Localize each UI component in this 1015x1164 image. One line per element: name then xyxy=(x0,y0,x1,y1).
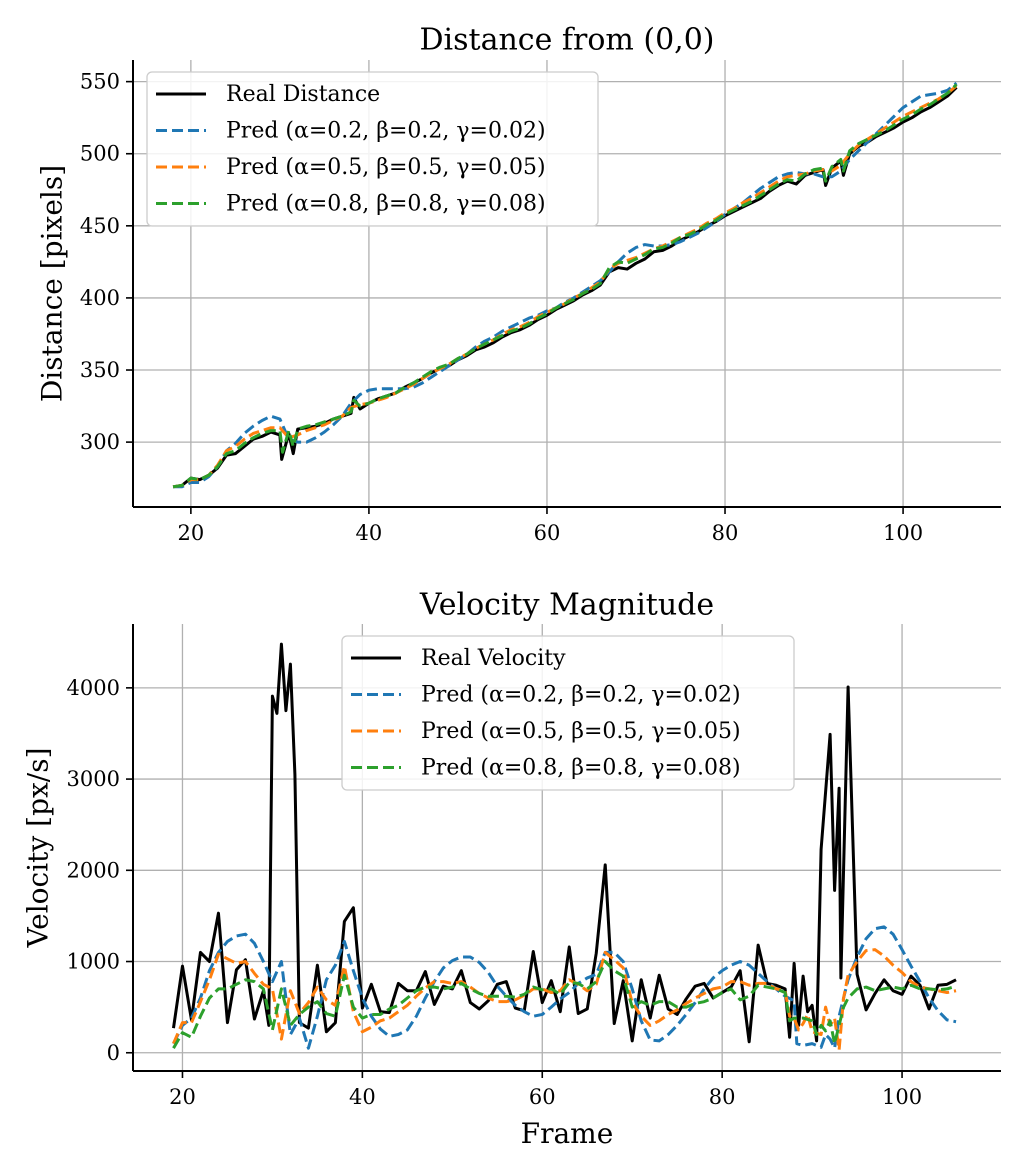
series-group xyxy=(171,642,957,1052)
legend-label-1: Pred (α=0.2, β=0.2, γ=0.02) xyxy=(421,683,741,708)
series-line-3 xyxy=(172,960,957,1049)
series-group xyxy=(172,81,958,489)
x-axis-label: Frame xyxy=(521,1117,614,1150)
x-tick-label: 100 xyxy=(882,1085,922,1109)
legend-label-0: Real Distance xyxy=(226,82,380,107)
y-tick-label: 3000 xyxy=(67,767,120,791)
x-tick-label: 20 xyxy=(169,1085,196,1109)
y-axis-label: Velocity [px/s] xyxy=(22,747,55,948)
chart-title: Velocity Magnitude xyxy=(419,588,714,623)
x-tick-label: 20 xyxy=(177,521,204,545)
y-tick-label: 550 xyxy=(80,70,120,94)
y-tick-label: 400 xyxy=(80,286,120,310)
y-tick-label: 300 xyxy=(80,430,120,454)
legend: Real Distance Pred (α=0.2, β=0.2, γ=0.02)… xyxy=(146,71,599,227)
chart-1: 20 40 60 80 100 300 350 400 450 500 550 Distance fr… xyxy=(36,23,1001,545)
x-tick-label: 80 xyxy=(709,1085,736,1109)
x-tick-label: 40 xyxy=(356,521,383,545)
legend-label-1: Pred (α=0.2, β=0.2, γ=0.02) xyxy=(226,119,546,144)
series-line-2 xyxy=(172,948,957,1052)
legend-label-3: Pred (α=0.8, β=0.8, γ=0.08) xyxy=(226,192,546,217)
y-tick-label: 4000 xyxy=(67,676,120,700)
chart-title: Distance from (0,0) xyxy=(419,23,714,58)
legend: Real Velocity Pred (α=0.2, β=0.2, γ=0.02)… xyxy=(341,635,795,791)
x-tick-label: 60 xyxy=(534,521,561,545)
y-tick-label: 350 xyxy=(80,358,120,382)
y-tick-label: 450 xyxy=(80,214,120,238)
series-line-3 xyxy=(172,83,958,489)
legend-label-2: Pred (α=0.5, β=0.5, γ=0.05) xyxy=(226,155,546,180)
legend-box xyxy=(341,635,795,791)
legend-box xyxy=(146,71,599,227)
legend-label-0: Real Velocity xyxy=(421,646,566,671)
series-line-0 xyxy=(171,642,957,1044)
x-tick-label: 40 xyxy=(349,1085,376,1109)
y-tick-label: 0 xyxy=(107,1041,120,1065)
x-tick-label: 100 xyxy=(883,521,923,545)
x-tick-label: 80 xyxy=(712,521,739,545)
legend-label-2: Pred (α=0.5, β=0.5, γ=0.05) xyxy=(421,719,741,744)
y-axis-label: Distance [pixels] xyxy=(36,165,69,402)
y-tick-label: 2000 xyxy=(67,858,120,882)
legend-label-3: Pred (α=0.8, β=0.8, γ=0.08) xyxy=(421,756,741,781)
x-tick-label: 60 xyxy=(529,1085,556,1109)
y-tick-label: 1000 xyxy=(67,950,120,974)
y-tick-label: 500 xyxy=(80,142,120,166)
